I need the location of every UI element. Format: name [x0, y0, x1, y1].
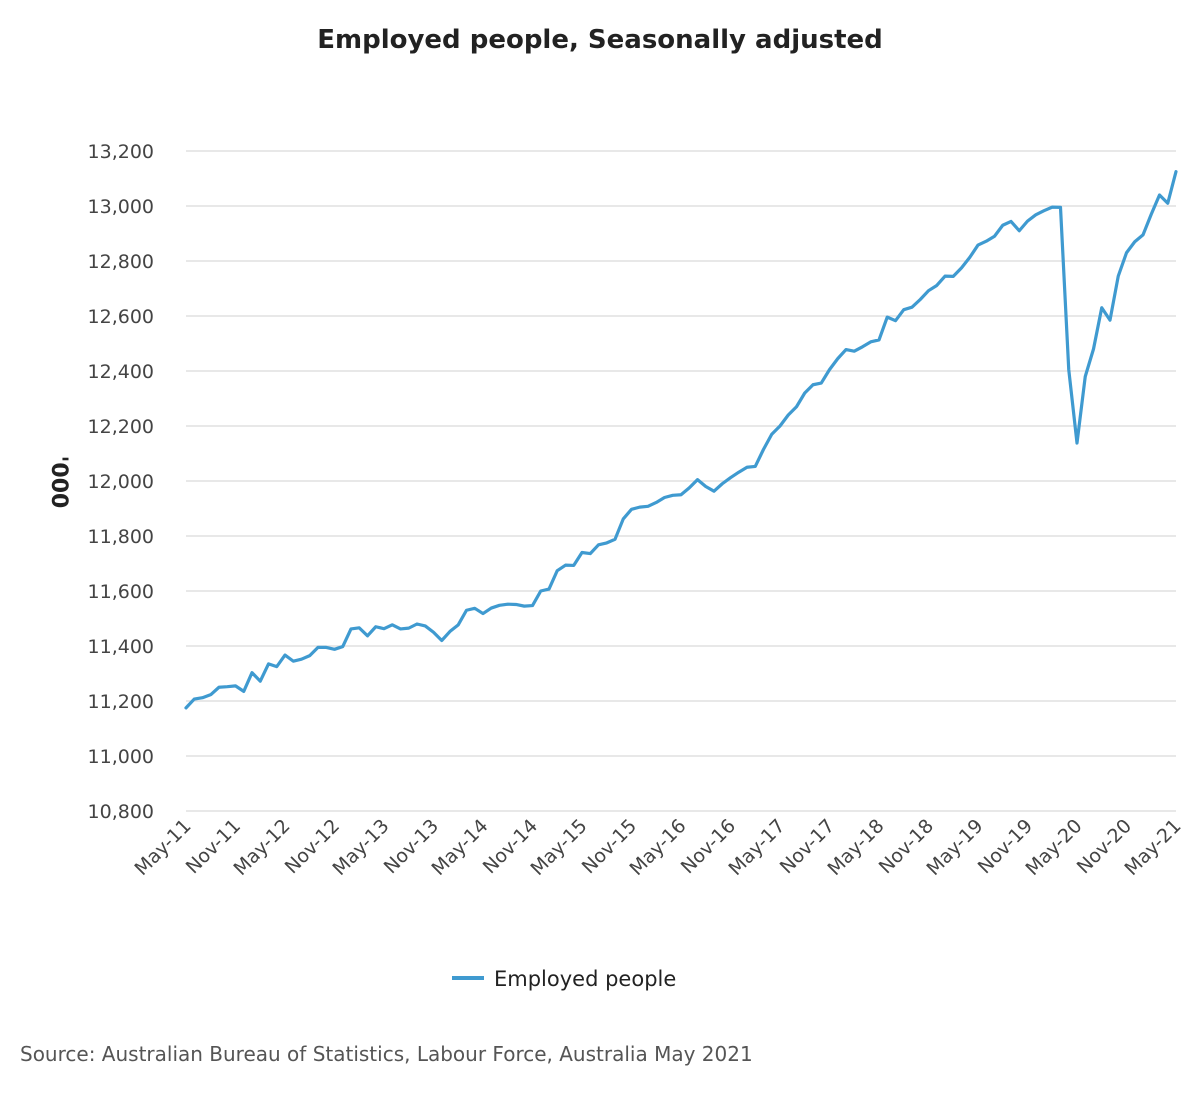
- y-tick-label: 13,000: [88, 196, 154, 218]
- x-tick-label: May-17: [724, 815, 789, 880]
- x-tick-label: May-20: [1021, 815, 1086, 880]
- y-tick-label: 11,400: [88, 636, 154, 658]
- y-tick-label: 13,200: [88, 141, 154, 163]
- y-axis-label: '000: [46, 456, 71, 509]
- y-tick-label: 12,200: [88, 416, 154, 438]
- y-tick-label: 12,400: [88, 361, 154, 383]
- plot-area: [184, 170, 1178, 710]
- y-axis-ticks: 10,800 11,000 11,200 11,400 11,600 11,800 12,0…: [88, 141, 154, 823]
- y-tick-label: 12,800: [88, 251, 154, 273]
- x-axis-ticks: May-11Nov-11May-12Nov-12May-13Nov-13May-…: [130, 815, 1185, 880]
- x-tick-label: May-18: [823, 815, 888, 880]
- x-tick-label: May-13: [328, 815, 393, 880]
- source-note: Source: Australian Bureau of Statistics,…: [20, 1042, 753, 1066]
- y-tick-label: 11,600: [88, 581, 154, 603]
- x-tick-label: May-21: [1120, 815, 1185, 880]
- x-tick-label: May-12: [229, 815, 294, 880]
- y-tick-label: 12,000: [88, 471, 154, 493]
- y-tick-label: 11,200: [88, 691, 154, 713]
- y-tick-label: 11,800: [88, 526, 154, 548]
- y-tick-label: 12,600: [88, 306, 154, 328]
- y-tick-label: 10,800: [88, 801, 154, 823]
- x-tick-label: May-11: [130, 815, 195, 880]
- gridlines: [186, 150, 1176, 812]
- legend: Employed people: [452, 967, 676, 991]
- y-tick-label: 11,000: [88, 746, 154, 768]
- x-tick-label: May-19: [922, 815, 987, 880]
- chart-title: Employed people, Seasonally adjusted: [317, 25, 883, 55]
- legend-label: Employed people: [494, 967, 676, 991]
- x-tick-label: May-16: [625, 815, 690, 880]
- series-line-employed-people: [184, 170, 1178, 710]
- x-tick-label: May-15: [526, 815, 591, 880]
- x-tick-label: May-14: [427, 815, 492, 880]
